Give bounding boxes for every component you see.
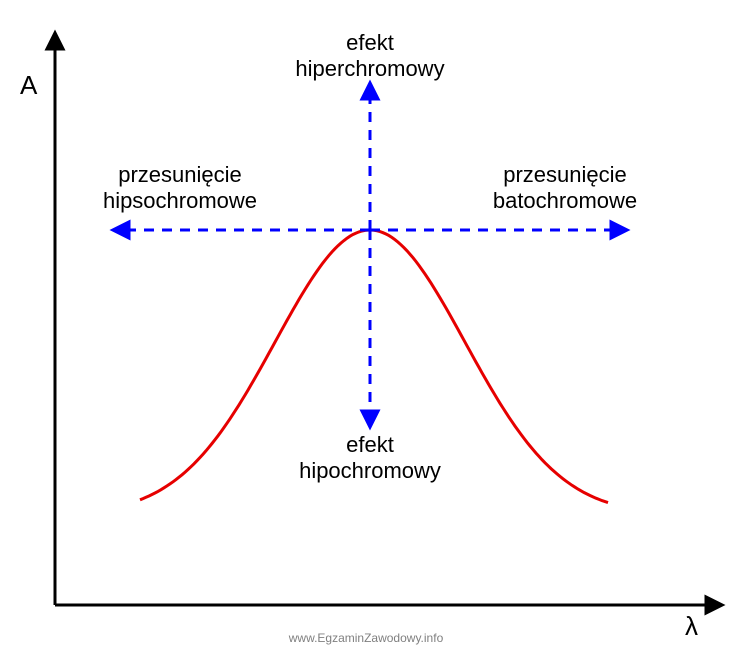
axes <box>55 40 715 605</box>
label-hyperchromic: efekt hiperchromowy <box>220 30 520 83</box>
footer-credit: www.EgzaminZawodowy.info <box>0 631 732 645</box>
diagram-container: efekt hiperchromowy efekt hipochromowy p… <box>0 0 732 649</box>
label-bathochromic: przesunięcie batochromowe <box>415 162 715 215</box>
label-hypsochromic: przesunięcie hipsochromowe <box>30 162 330 215</box>
label-hypochromic: efekt hipochromowy <box>220 432 520 485</box>
y-axis-label: A <box>20 70 37 101</box>
plot-svg <box>0 0 732 649</box>
effect-arrows <box>120 90 620 420</box>
